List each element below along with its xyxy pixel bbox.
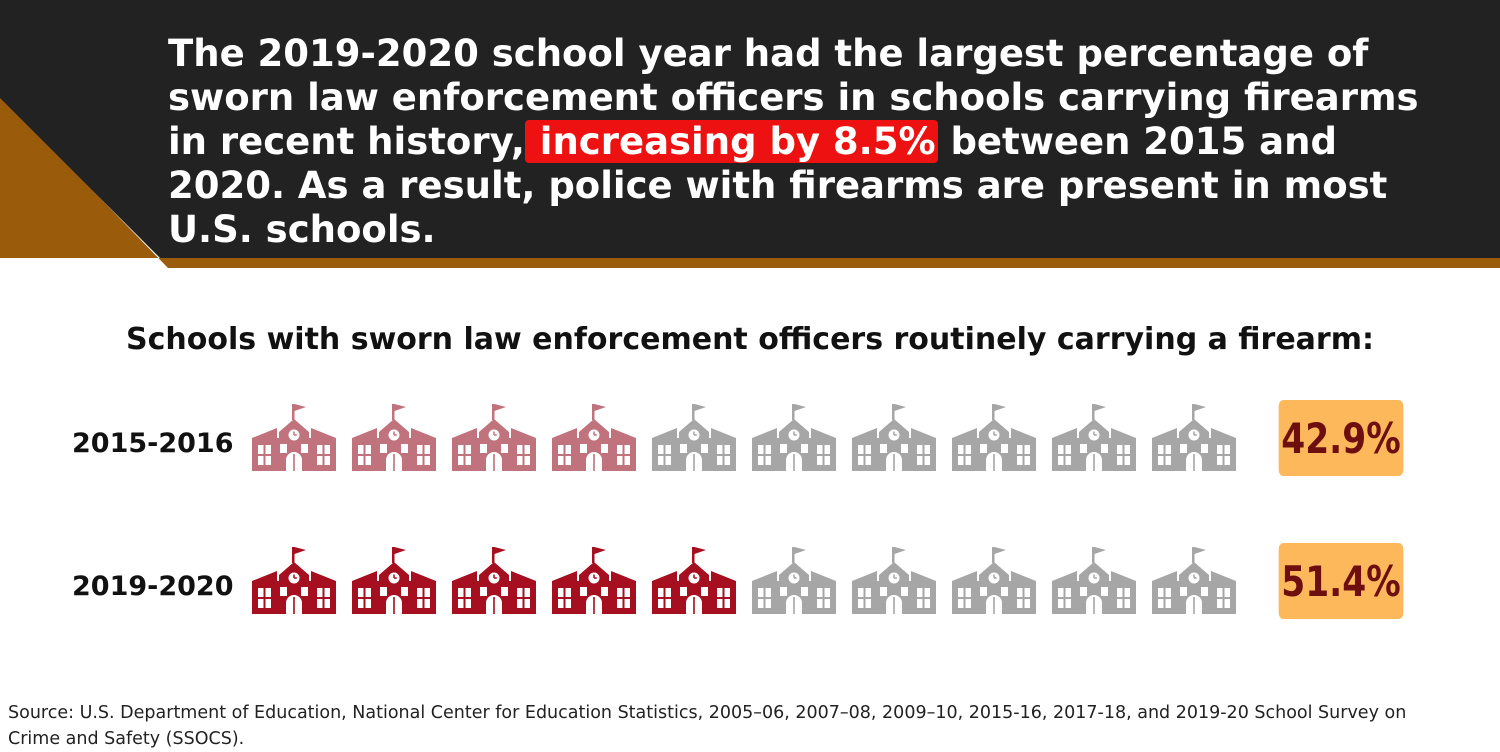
schoolhouse-icon bbox=[652, 404, 736, 471]
headline-text-before: The 2019-2020 school year had the larges… bbox=[168, 32, 1419, 163]
schoolhouse-icon bbox=[952, 404, 1036, 471]
row-2019-2020: 2019-2020 51.4% bbox=[0, 543, 1500, 633]
schoolhouse-icon bbox=[752, 404, 836, 471]
pictogram-icons bbox=[252, 547, 1236, 614]
schoolhouse-icon bbox=[1052, 547, 1136, 614]
value-badge-2019-2020: 51.4% bbox=[1278, 543, 1404, 619]
schoolhouse-icon bbox=[552, 404, 636, 471]
schoolhouse-icon bbox=[952, 547, 1036, 614]
row-label-2019-2020: 2019-2020 bbox=[72, 571, 234, 602]
schoolhouse-icon bbox=[252, 404, 336, 471]
schoolhouse-icon bbox=[652, 547, 736, 614]
chart-title: Schools with sworn law enforcement offic… bbox=[126, 322, 1374, 357]
schoolhouse-icon bbox=[1152, 547, 1236, 614]
schoolhouse-icon bbox=[352, 404, 436, 471]
pictogram-icons bbox=[252, 404, 1236, 471]
schoolhouse-icon bbox=[752, 547, 836, 614]
icon-strip-2019-2020 bbox=[252, 543, 1242, 633]
value-badge-2015-2016: 42.9% bbox=[1278, 400, 1404, 476]
schoolhouse-icon bbox=[552, 547, 636, 614]
source-note: Source: U.S. Department of Education, Na… bbox=[8, 703, 1407, 749]
schoolhouse-icon bbox=[852, 404, 936, 471]
headline-text-after: between 2015 and 2020. As a result, poli… bbox=[168, 120, 1388, 251]
schoolhouse-icon bbox=[852, 547, 936, 614]
headline-highlight: increasing by 8.5% bbox=[524, 120, 938, 163]
schoolhouse-icon bbox=[1052, 404, 1136, 471]
banner-trim bbox=[0, 95, 1500, 268]
schoolhouse-icon bbox=[452, 404, 536, 471]
schoolhouse-icon bbox=[352, 547, 436, 614]
schoolhouse-icon bbox=[1152, 404, 1236, 471]
schoolhouse-icon bbox=[452, 547, 536, 614]
row-2015-2016: 2015-2016 42.9% bbox=[0, 400, 1500, 490]
icon-strip-2015-2016 bbox=[252, 400, 1242, 490]
headline: The 2019-2020 school year had the larges… bbox=[168, 32, 1448, 252]
row-label-2015-2016: 2015-2016 bbox=[72, 428, 234, 459]
schoolhouse-icon bbox=[252, 547, 336, 614]
